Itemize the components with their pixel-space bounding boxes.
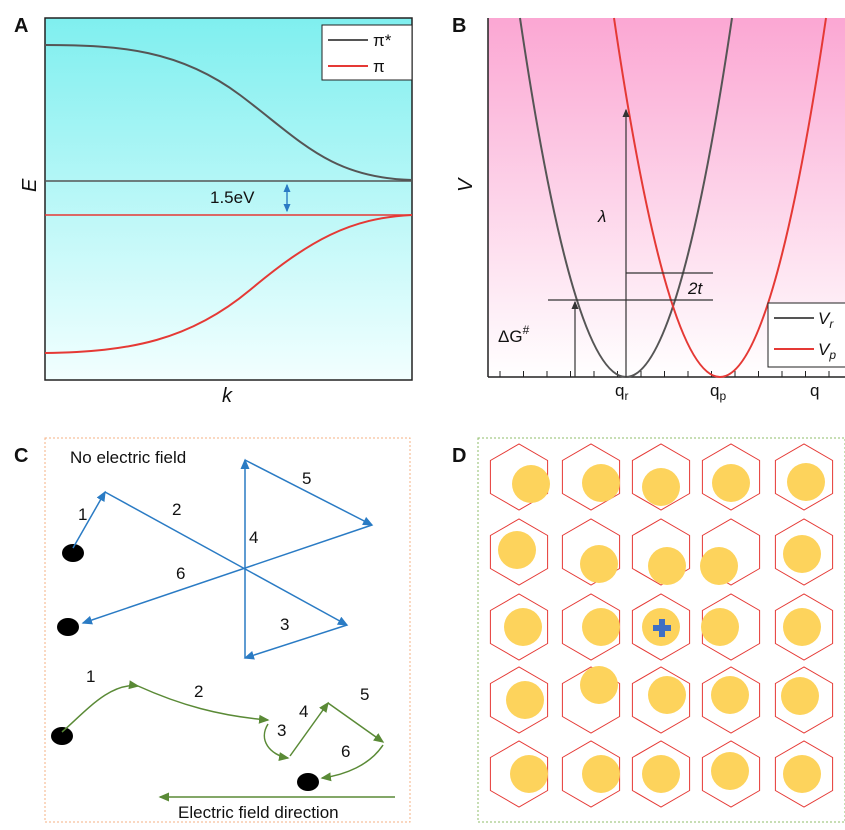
atom — [781, 677, 819, 715]
panel-label: A — [14, 15, 28, 37]
tick-main: q — [810, 381, 819, 400]
tick-sub: p — [719, 389, 726, 403]
gap-label: 1.5eV — [210, 188, 255, 207]
random-walk — [73, 460, 372, 658]
step-label: 3 — [280, 615, 289, 634]
atom — [648, 676, 686, 714]
tick-label: q — [810, 381, 819, 400]
atom — [642, 755, 680, 793]
step — [245, 625, 347, 658]
step-label: 6 — [341, 742, 350, 761]
atom — [580, 545, 618, 583]
plus-bar — [659, 619, 665, 637]
atom — [498, 531, 536, 569]
legend — [322, 25, 412, 80]
panel-label: B — [452, 15, 466, 37]
y-axis-label: V — [455, 177, 477, 192]
panel-label: D — [452, 445, 466, 467]
panel-label: C — [14, 445, 28, 467]
step — [83, 525, 372, 623]
atom — [648, 547, 686, 585]
panel-title: No electric field — [70, 448, 186, 467]
particle — [51, 727, 73, 745]
y-axis-label: E — [19, 178, 41, 192]
panel-border — [45, 438, 410, 822]
atom — [783, 755, 821, 793]
atom — [510, 755, 548, 793]
atom — [506, 681, 544, 719]
particle — [57, 618, 79, 636]
step-label: 4 — [249, 528, 258, 547]
lambda-label: λ — [597, 207, 606, 226]
step — [322, 745, 383, 778]
step-label: 5 — [360, 685, 369, 704]
atom — [642, 468, 680, 506]
step-label: 1 — [78, 505, 87, 524]
step-label: 3 — [277, 721, 286, 740]
legend-sub: p — [828, 348, 836, 362]
step-label: 5 — [302, 469, 311, 488]
step-label: 2 — [194, 682, 203, 701]
atom — [580, 666, 618, 704]
atom — [582, 755, 620, 793]
tick-main: q — [710, 381, 719, 400]
step — [290, 703, 328, 756]
atom — [701, 608, 739, 646]
step — [328, 703, 383, 742]
barrier-main: ΔG — [498, 327, 523, 346]
atom — [712, 464, 750, 502]
tick-label: qr — [615, 381, 628, 403]
coupling-label: 2t — [687, 279, 703, 298]
atom — [711, 752, 749, 790]
tick-main: q — [615, 381, 624, 400]
step-labels: 1 2 3 4 5 6 — [78, 469, 311, 634]
atom — [783, 608, 821, 646]
step-label: 2 — [172, 500, 181, 519]
atom — [512, 465, 550, 503]
field-label: Electric field direction — [178, 803, 339, 822]
particle — [297, 773, 319, 791]
atom — [582, 464, 620, 502]
atom — [504, 608, 542, 646]
drift-walk — [62, 686, 383, 778]
step-label: 6 — [176, 564, 185, 583]
figure: A 1.5eV π* π E k B λ 2t ΔG# Vr Vp qr qp … — [0, 0, 845, 825]
atom — [787, 463, 825, 501]
atom — [700, 547, 738, 585]
x-axis-label: k — [222, 385, 233, 407]
step-label: 1 — [86, 667, 95, 686]
step-label: 4 — [299, 702, 308, 721]
atom — [783, 535, 821, 573]
step — [62, 686, 138, 732]
step — [105, 492, 347, 625]
legend-entry: π — [373, 57, 385, 76]
tick-label: qp — [710, 381, 726, 403]
atom — [582, 608, 620, 646]
atom — [711, 676, 749, 714]
legend-entry: π* — [373, 31, 392, 50]
barrier-sup: # — [523, 323, 530, 337]
tick-sub: r — [624, 389, 628, 403]
